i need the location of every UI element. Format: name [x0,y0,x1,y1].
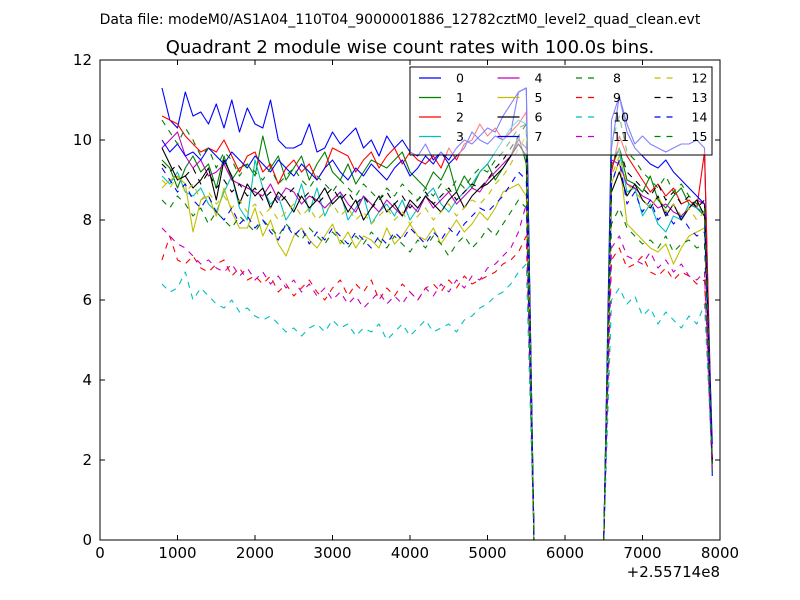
series-line-6 [161,143,713,540]
series-line-10 [161,263,713,540]
series-line-15 [161,115,713,540]
y-tick-label: 4 [82,371,92,389]
legend-label-6: 6 [535,110,543,125]
series-line-14 [161,159,713,540]
legend-label-4: 4 [535,71,543,86]
x-tick-label: 0 [95,544,105,562]
plot-area: 0 1000 2000 3000 4000 5000 6000 7000 80000246810… [73,51,739,562]
legend-label-5: 5 [535,90,543,105]
series-line-11 [161,203,713,540]
legend-label-10: 10 [613,110,629,125]
y-tick-label: 2 [82,451,92,469]
x-tick-label: 5000 [468,544,506,562]
series-line-8 [161,195,713,540]
x-tick-label: 3000 [313,544,351,562]
legend-label-14: 14 [692,110,708,125]
x-tick-label: 2000 [236,544,274,562]
legend-label-13: 13 [692,90,708,105]
x-tick-label: 6000 [546,544,584,562]
legend-label-9: 9 [613,90,621,105]
legend-label-12: 12 [692,71,708,86]
series-line-4 [161,131,713,540]
x-offset-label: +2.55714e8 [627,563,720,581]
chart-title: Quadrant 2 module wise count rates with … [166,37,655,58]
series-line-12 [161,135,713,540]
x-tick-label: 4000 [391,544,429,562]
legend-label-0: 0 [456,71,464,86]
series-line-0 [161,87,713,540]
legend-label-1: 1 [456,90,464,105]
legend-label-2: 2 [456,110,464,125]
y-tick-label: 8 [82,211,92,229]
y-tick-label: 10 [73,131,92,149]
legend-label-7: 7 [535,129,543,144]
figure-suptitle: Data file: modeM0/AS1A04_110T04_90000018… [100,12,701,28]
y-tick-label: 0 [82,531,92,549]
legend-label-8: 8 [613,71,621,86]
x-tick-label: 7000 [623,544,661,562]
series-line-9 [161,235,713,540]
y-tick-label: 6 [82,291,92,309]
x-tick-label: 8000 [701,544,739,562]
legend-label-3: 3 [456,129,464,144]
x-tick-label: 1000 [158,544,196,562]
legend-label-11: 11 [613,129,629,144]
legend-label-15: 15 [692,129,708,144]
legend-box [409,66,713,156]
y-tick-label: 12 [73,51,92,69]
series-group [161,87,713,540]
series-line-5 [161,159,713,540]
